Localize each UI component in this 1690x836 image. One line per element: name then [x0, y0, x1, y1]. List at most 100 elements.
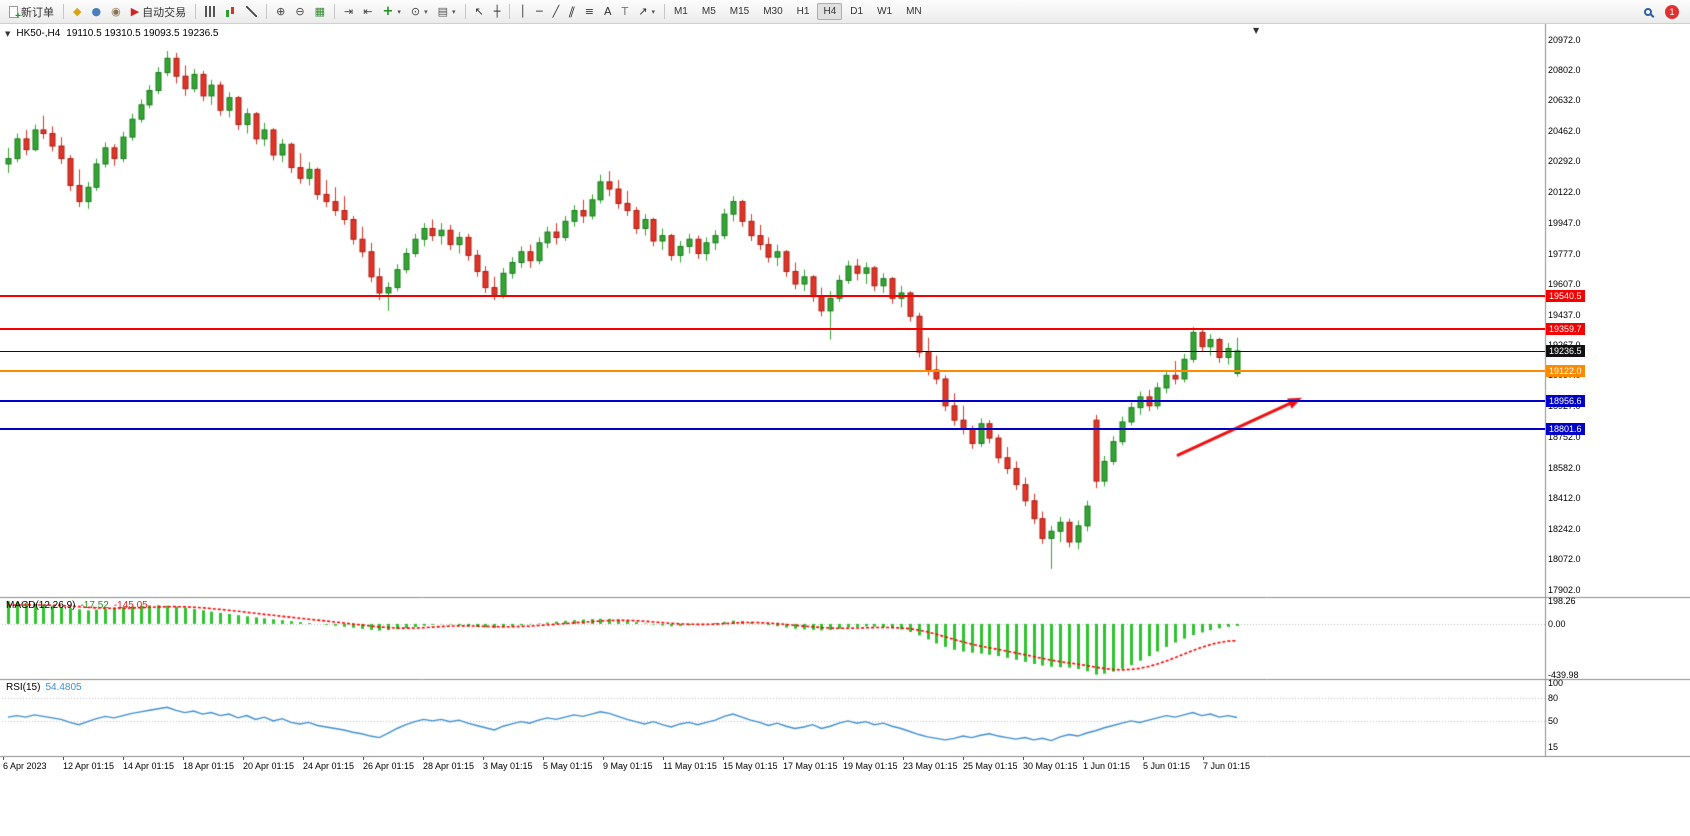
price-level-line[interactable] — [0, 400, 1545, 403]
trendline-button[interactable]: ╱ — [549, 2, 564, 22]
timeframe-w1[interactable]: W1 — [877, 6, 893, 17]
bar-chart-button[interactable] — [201, 2, 219, 22]
search-button[interactable] — [1640, 2, 1659, 22]
zoom-in-icon: ⊕ — [276, 4, 286, 18]
price-level-badge: 19540.5 — [1546, 290, 1585, 303]
timeframe-m30[interactable]: M30 — [763, 6, 783, 17]
crosshair-button[interactable]: ┼ — [490, 2, 505, 22]
text-button[interactable]: A — [600, 2, 616, 22]
styler-button[interactable]: ◆ — [69, 2, 85, 22]
rsi-axis-value: 100 — [1548, 678, 1564, 689]
toolbar-separator-6 — [509, 4, 511, 19]
support-button[interactable]: ◉ — [107, 2, 125, 22]
time-axis-label: 28 Apr 01:15 — [423, 761, 475, 771]
price-axis-tick: 18752.0 — [1548, 432, 1581, 443]
price-level-line[interactable] — [0, 370, 1545, 373]
price-level-badge: 19359.7 — [1546, 322, 1585, 335]
chart-shift-button[interactable]: ⇤ — [359, 2, 376, 22]
line-chart-icon — [246, 6, 258, 17]
rsi-value: 54.4805 — [45, 682, 82, 693]
channel-icon: ∥ — [567, 4, 578, 18]
timeframe-m1[interactable]: M1 — [673, 6, 688, 17]
zoom-in-button[interactable]: ⊕ — [272, 2, 289, 22]
time-axis-tick — [543, 757, 544, 760]
auto-scroll-icon: ⇥ — [344, 4, 354, 18]
community-icon: ● — [91, 4, 102, 18]
timeframe-d1[interactable]: D1 — [850, 6, 864, 17]
fibonacci-button[interactable]: ≡ — [581, 2, 598, 22]
auto-scroll-button[interactable]: ⇥ — [340, 2, 357, 22]
time-axis-tick — [123, 757, 124, 760]
line-chart-button[interactable] — [242, 2, 261, 22]
timeframe-h1[interactable]: H1 — [796, 6, 810, 17]
price-axis-tick: 18582.0 — [1548, 462, 1581, 473]
toolbar: 新订单◆●◉▶自动交易⊕⊖▦⇥⇤+▾⊙▾▤▾↖┼│─╱∥≡AT↗▾ M1M5M1… — [0, 0, 1690, 24]
price-level-line[interactable] — [0, 295, 1545, 298]
time-axis-label: 3 May 01:15 — [483, 761, 533, 771]
autotrading-button-label: 自动交易 — [142, 6, 187, 19]
macd-axis-value: -439.98 — [1548, 669, 1579, 680]
price-level-line[interactable] — [0, 350, 1545, 352]
label-button[interactable]: T — [617, 2, 632, 22]
indicators-button[interactable]: + ▾ — [378, 2, 404, 22]
time-axis-tick — [843, 757, 844, 760]
templates-button[interactable]: ▤ ▾ — [434, 2, 460, 22]
horizontal-line-button[interactable]: ─ — [532, 2, 547, 22]
candlestick-chart-button[interactable] — [221, 2, 240, 22]
time-axis-label: 14 Apr 01:15 — [123, 761, 175, 771]
price-level-line[interactable] — [0, 427, 1545, 430]
price-axis-tick: 19777.0 — [1548, 248, 1581, 259]
time-axis-label: 19 May 01:15 — [843, 761, 898, 771]
time-axis-label: 20 Apr 01:15 — [243, 761, 295, 771]
chart-dropdown-arrow[interactable]: ▼ — [5, 29, 11, 38]
dropdown-caret-icon: ▾ — [397, 8, 401, 16]
price-level-badge: 19122.0 — [1546, 365, 1585, 378]
price-axis-tick: 18072.0 — [1548, 554, 1581, 565]
crosshair-icon: ┼ — [493, 4, 501, 18]
chart-ohlc-values: 19110.5 19310.5 19093.5 19236.5 — [66, 28, 219, 39]
periods-button[interactable]: ⊙ ▾ — [407, 2, 432, 22]
time-axis-tick — [363, 757, 364, 760]
new-order-button[interactable]: 新订单 — [5, 2, 58, 22]
time-axis-tick — [723, 757, 724, 760]
time-axis-tick — [423, 757, 424, 760]
template-icon: ▤ — [437, 4, 448, 18]
clock-icon: ⊙ — [410, 4, 421, 18]
time-axis-tick — [303, 757, 304, 760]
timeframe-m5[interactable]: M5 — [701, 6, 716, 17]
arrow-objects-icon: ↗ — [638, 4, 648, 18]
new-chart-button[interactable]: ▦ — [311, 2, 329, 22]
zoom-out-button[interactable]: ⊖ — [291, 2, 308, 22]
notifications-badge[interactable]: 1 — [1665, 4, 1679, 19]
zoom-out-icon: ⊖ — [295, 4, 305, 18]
price-axis-tick: 19947.0 — [1548, 218, 1581, 229]
community-button[interactable]: ● — [87, 2, 105, 22]
time-axis-label: 6 Apr 2023 — [3, 761, 47, 771]
time-axis-tick — [483, 757, 484, 760]
price-chart-canvas[interactable] — [0, 24, 1690, 836]
time-axis-label: 5 May 01:15 — [543, 761, 593, 771]
candlestick-icon — [225, 5, 237, 18]
search-icon — [1644, 7, 1652, 16]
price-level-line[interactable] — [0, 327, 1545, 330]
vertical-line-button[interactable]: │ — [515, 2, 530, 22]
macd-indicator-label: MACD(12,26,9) -17.52 -145.05 — [6, 600, 148, 611]
price-axis-tick: 20802.0 — [1548, 64, 1581, 75]
time-axis-label: 15 May 01:15 — [723, 761, 778, 771]
headset-icon: ◉ — [111, 4, 121, 18]
time-axis-label: 1 Jun 01:15 — [1083, 761, 1131, 771]
channel-button[interactable]: ∥ — [565, 2, 579, 22]
arrows-button[interactable]: ↗ ▾ — [634, 2, 659, 22]
autotrading-button[interactable]: ▶ 自动交易 — [127, 2, 190, 22]
macd-axis-value: 198.26 — [1548, 596, 1576, 607]
chart-area: ▼ HK50-,H4 19110.5 19310.5 19093.5 19236… — [0, 24, 1690, 836]
timeframe-h4[interactable]: H4 — [817, 3, 843, 20]
time-axis-label: 11 May 01:15 — [663, 761, 717, 771]
price-axis-tick: 20122.0 — [1548, 186, 1581, 197]
timeframe-mn[interactable]: MN — [906, 6, 922, 17]
timeframe-m15[interactable]: M15 — [729, 6, 750, 17]
cursor-button[interactable]: ↖ — [471, 2, 488, 22]
chart-shift-marker[interactable]: ▼ — [1253, 26, 1260, 35]
dropdown-caret-icon: ▾ — [424, 8, 428, 16]
